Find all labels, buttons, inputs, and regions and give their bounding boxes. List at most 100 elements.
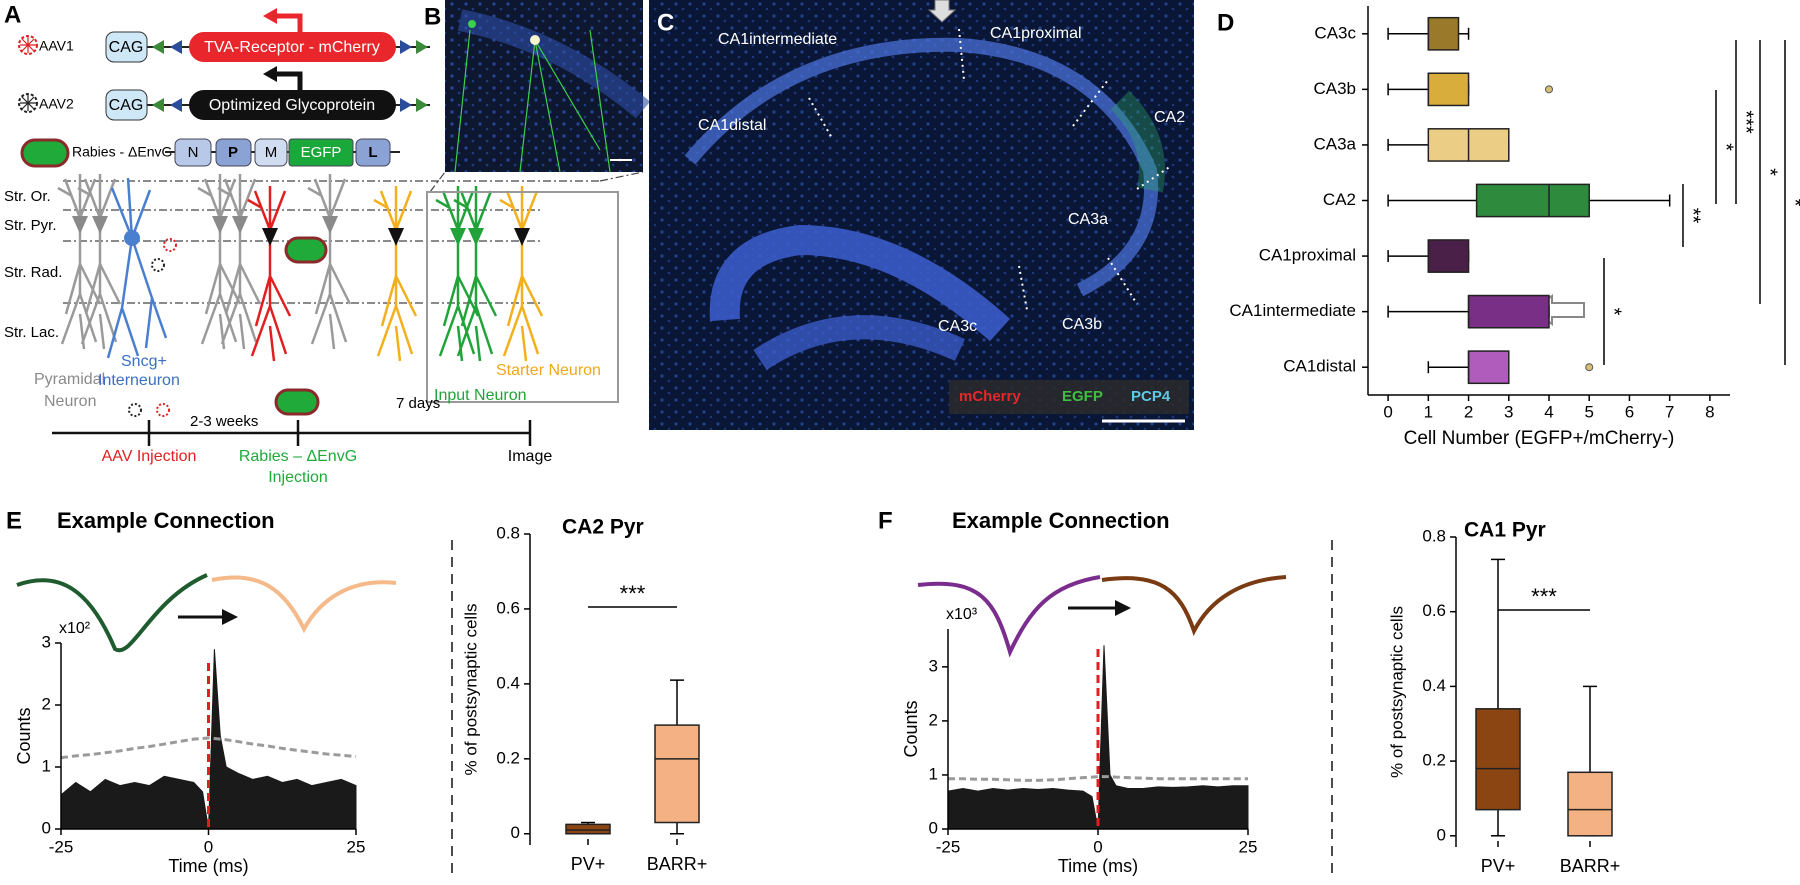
y-axis-label: Counts: [901, 700, 921, 757]
y-tick-label: 0: [1437, 825, 1446, 844]
y-tick-label: 0.6: [1422, 601, 1446, 620]
timeline-label: Image: [508, 448, 553, 465]
vector-label: Rabies - ΔEnvG: [72, 144, 172, 160]
layer-label: Str. Lac.: [4, 324, 59, 341]
layer-label: Str. Pyr.: [4, 217, 57, 234]
neuron-soma: [212, 216, 228, 234]
x-tick-label: -25: [49, 837, 74, 856]
y-multiplier: x10³: [946, 606, 978, 623]
box: [1467, 294, 1550, 329]
x-axis-label: Cell Number (EGFP+/mCherry-): [1404, 428, 1675, 449]
layer-label: Str. Rad.: [4, 264, 62, 281]
histogram-area: [947, 645, 1249, 830]
category-label: CA1distal: [1283, 357, 1356, 376]
category-label: PV+: [571, 854, 606, 874]
layer-label: Str. Or.: [4, 188, 51, 205]
layer-lines: [63, 171, 644, 304]
region-label: CA3b: [1062, 316, 1102, 333]
y-axis-label: % of postsynaptic cells: [461, 604, 480, 776]
channel-label: mCherry: [959, 388, 1021, 405]
neuron-dendrites: [197, 174, 242, 350]
box: [1427, 239, 1470, 273]
vector-label: AAV1: [39, 38, 74, 54]
chart-title: CA1 Pyr: [1464, 519, 1546, 542]
micrograph-b: [445, 0, 651, 173]
box: [654, 724, 700, 824]
box: [1475, 708, 1521, 811]
box: [1427, 16, 1460, 51]
x-tick-label: 25: [1239, 837, 1258, 856]
neuron-label: Sncg+: [121, 353, 167, 370]
y-tick-label: 0.8: [1422, 526, 1446, 545]
construct-aav2: AAV2 CAG Optimized Glycoprotein: [18, 66, 430, 121]
neuron-dendrites: [307, 174, 352, 350]
y-tick-label: 0.2: [1422, 751, 1446, 770]
x-tick-label: 5: [1584, 402, 1593, 421]
x-axis-label: Time (ms): [1058, 856, 1138, 876]
y-tick-label: 2: [42, 694, 51, 713]
significance-label: *: [1759, 168, 1781, 176]
neuron-soma: [72, 216, 88, 234]
significance-label: ***: [1735, 110, 1757, 134]
gene-label: Optimized Glycoprotein: [209, 97, 375, 114]
neuron-label: Neuron: [44, 393, 96, 410]
construct-aav1: AAV1 CAG TVA-Receptor - mCherry: [18, 8, 430, 63]
y-tick-label: 1: [929, 764, 938, 783]
significance-label: *: [1603, 308, 1625, 316]
neuron-dendrites: [247, 186, 292, 362]
neuron-dendrites: [435, 186, 480, 362]
x-tick-label: 1: [1424, 402, 1433, 421]
y-tick-label: 0.8: [496, 523, 520, 542]
category-label: CA3c: [1314, 23, 1356, 42]
timeline-label: Injection: [268, 469, 328, 486]
timeline-label: AAV Injection: [102, 448, 197, 465]
panel-letter: D: [1217, 9, 1234, 36]
waveforms: [16, 573, 1287, 658]
gene-label: EGFP: [301, 144, 342, 161]
x-tick-label: 0: [1093, 837, 1102, 856]
category-label: CA3a: [1313, 134, 1356, 153]
y-tick-label: 0: [929, 818, 938, 837]
rabies-icon: [274, 388, 320, 416]
construct-rabies: Rabies - ΔEnvG N P M EGFP L: [20, 138, 400, 168]
outlier: [1545, 85, 1553, 94]
neuron-dendrites: [77, 174, 122, 350]
significance-label: *: [1784, 199, 1800, 207]
neurons: [57, 174, 544, 362]
x-tick-label: 8: [1705, 402, 1714, 421]
neuron-dendrites: [499, 186, 544, 362]
y-multiplier: x10²: [59, 620, 91, 637]
micrograph-c: [649, 0, 1194, 430]
y-axis-label: % of postsynaptic cells: [1387, 606, 1406, 778]
panel-title: Example Connection: [57, 508, 275, 533]
region-label: CA1distal: [698, 117, 766, 134]
channel-label: EGFP: [1062, 388, 1103, 405]
channel-label: PCP4: [1131, 388, 1171, 405]
x-tick-label: 0: [1383, 402, 1392, 421]
box: [1467, 350, 1510, 385]
y-tick-label: 2: [929, 710, 938, 729]
region-label: CA3c: [938, 318, 977, 335]
neuron-soma: [322, 216, 338, 234]
category-label: PV+: [1481, 856, 1516, 876]
box: [1567, 771, 1613, 837]
box: [1427, 72, 1470, 107]
box: [1475, 183, 1590, 218]
timeline-label: 7 days: [396, 395, 440, 412]
x-tick-label: 7: [1665, 402, 1674, 421]
category-label: CA1proximal: [1259, 246, 1356, 265]
y-tick-label: 1: [42, 756, 51, 775]
timeline-label: Rabies – ΔEnvG: [239, 448, 357, 465]
neuron-dendrites: [106, 177, 168, 359]
panel-letter: E: [6, 507, 22, 534]
outlier: [1585, 363, 1594, 372]
neuron-soma: [388, 228, 404, 246]
y-tick-label: 0.4: [1422, 676, 1446, 695]
significance-label: *: [1715, 143, 1737, 151]
neuron-label: Starter Neuron: [496, 362, 601, 379]
promoter: CAG: [109, 97, 144, 114]
category-label: BARR+: [1560, 856, 1621, 876]
x-tick-label: 0: [204, 837, 213, 856]
